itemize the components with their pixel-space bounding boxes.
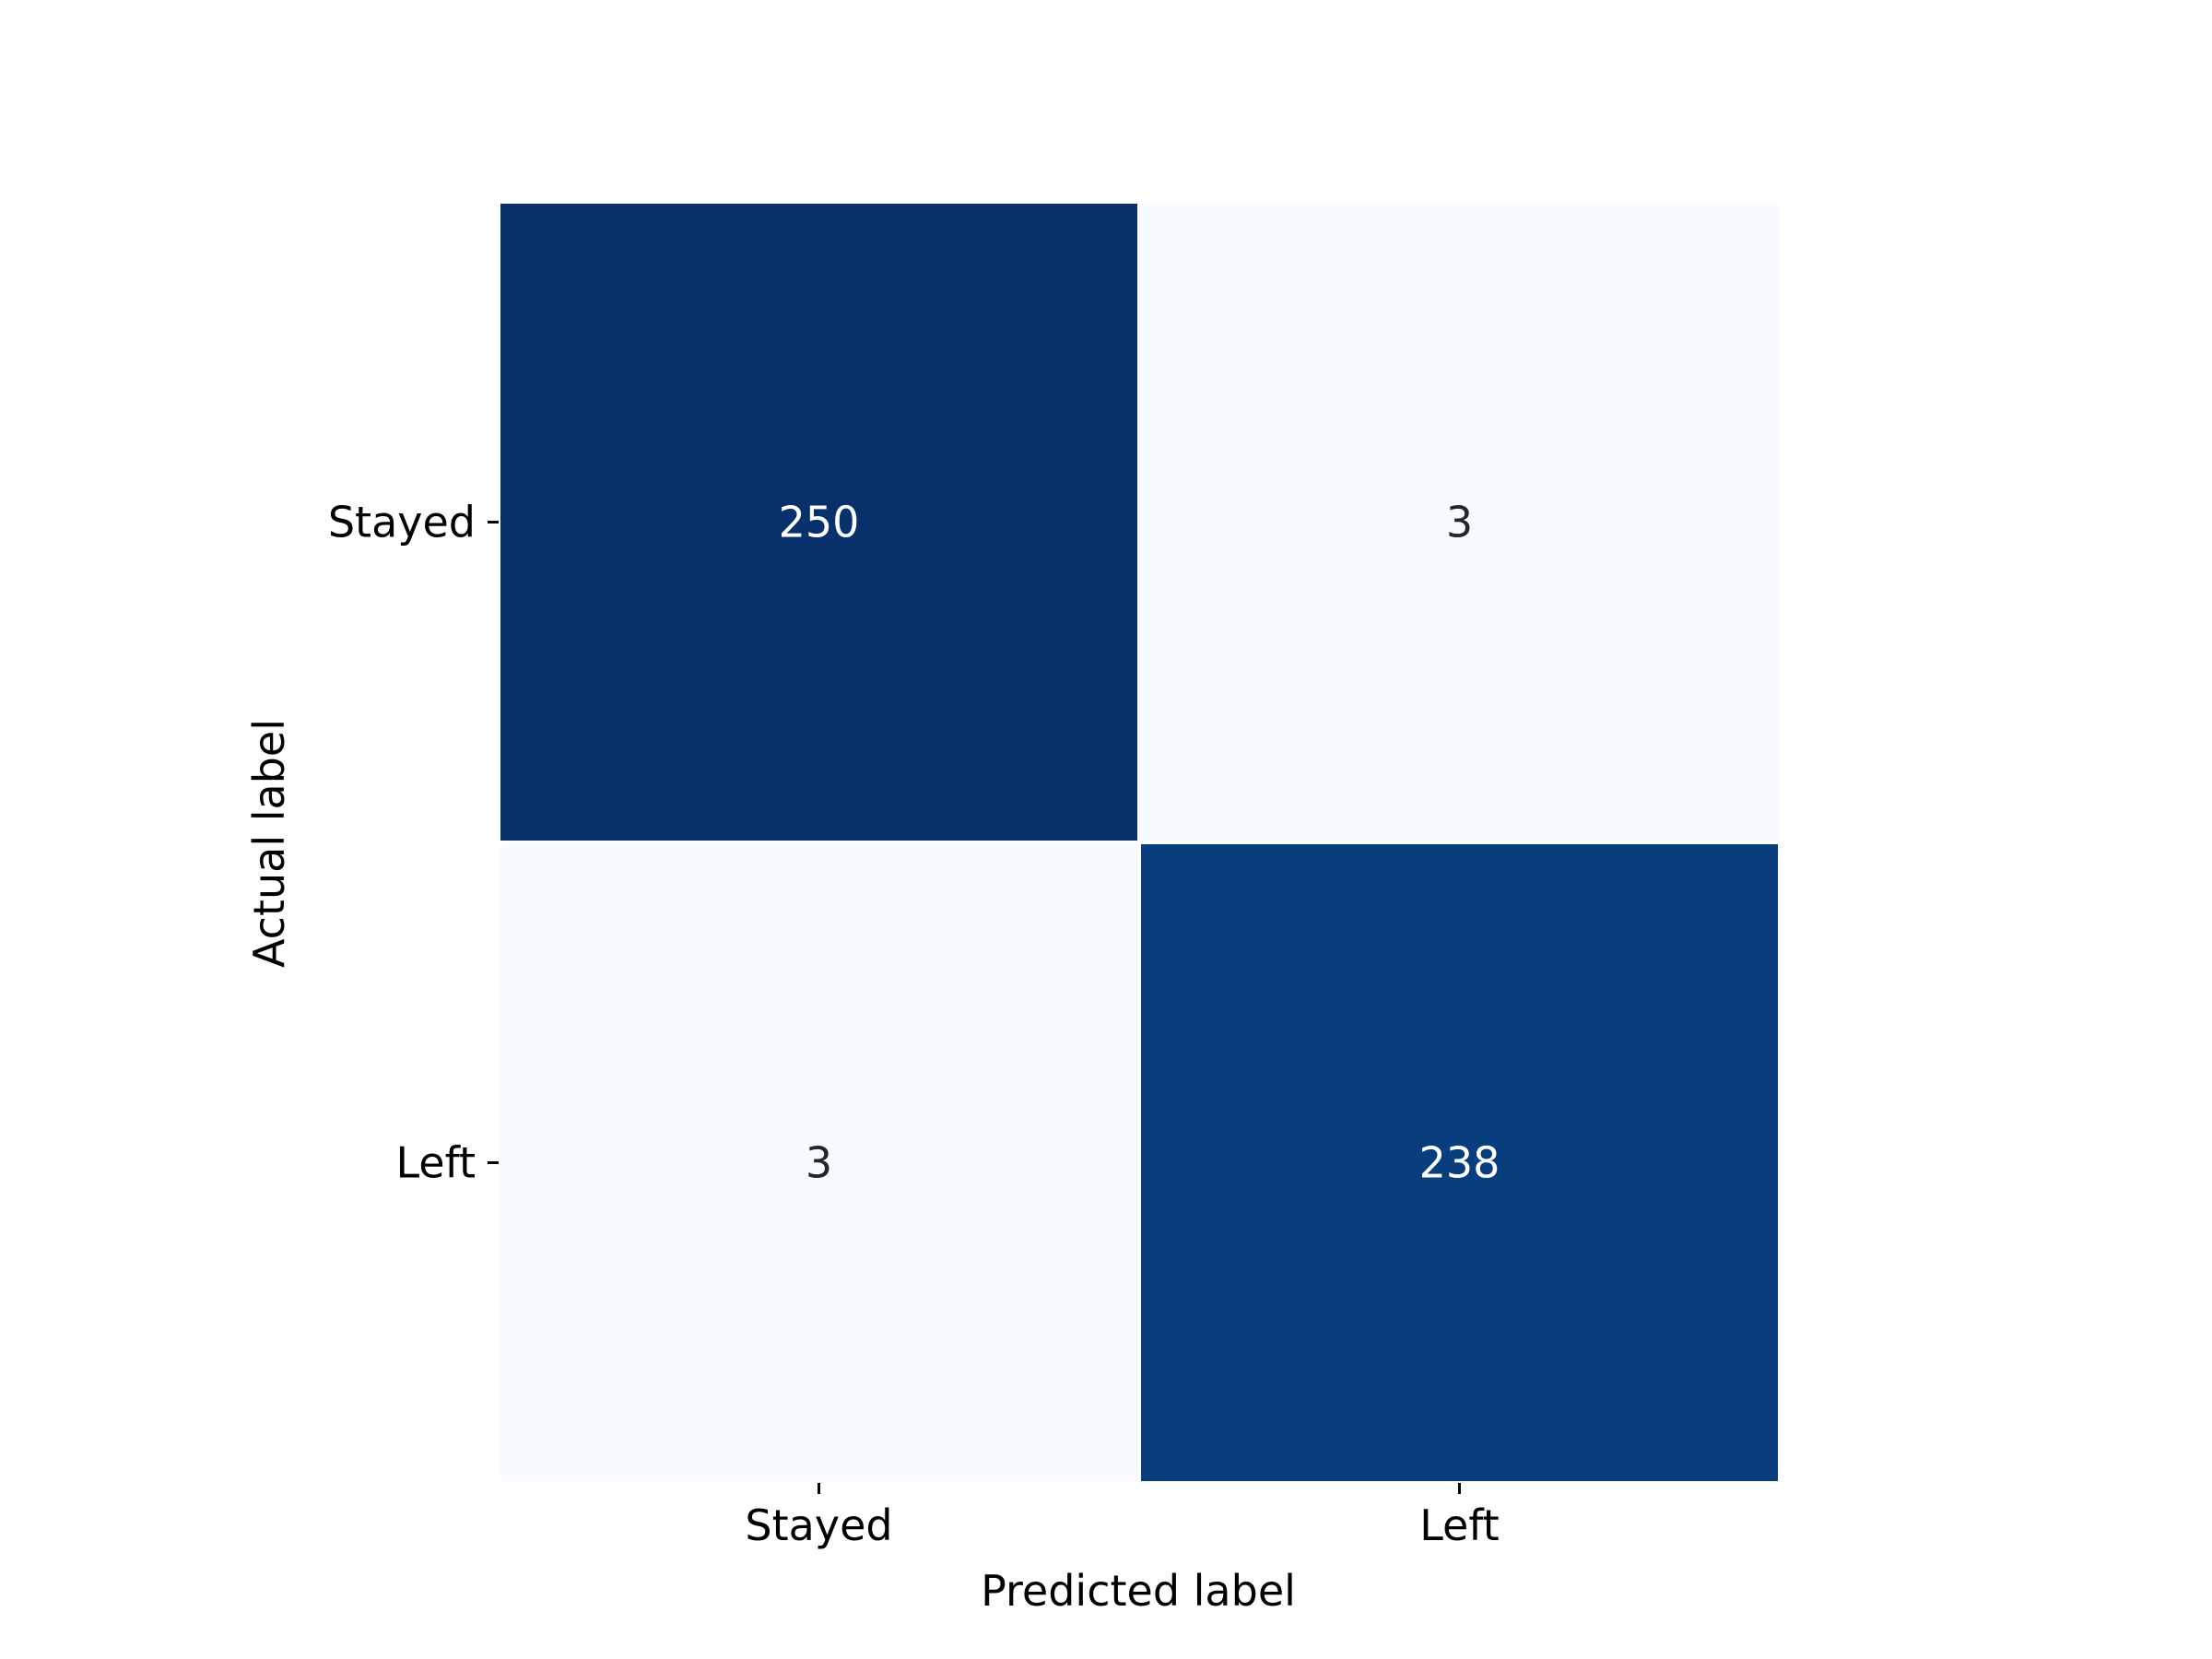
cell-value-label: 250 [779,498,860,547]
x-axis-label: Predicted label [981,1566,1296,1616]
cell-value-label: 3 [1446,498,1473,547]
x-axis-ticks: Stayed Left [745,1483,1500,1550]
x-tick-label: Stayed [745,1500,892,1550]
cell-value-label: 3 [806,1138,832,1188]
y-axis-label: Actual label [244,719,294,968]
y-tick-label: Left [395,1138,476,1188]
y-axis-ticks: Stayed Left [328,498,499,1188]
heatmap-cell-labels: 250 3 3 238 [779,498,1500,1188]
heatmap-cell [1137,841,1782,1485]
x-tick-label: Left [1419,1500,1500,1550]
heatmap-cell [1137,200,1782,844]
heatmap-cell [497,841,1141,1485]
y-tick-label: Stayed [328,498,476,547]
cell-value-label: 238 [1419,1138,1500,1188]
heatmap-cells [497,200,1782,1485]
heatmap-cell [497,200,1141,844]
